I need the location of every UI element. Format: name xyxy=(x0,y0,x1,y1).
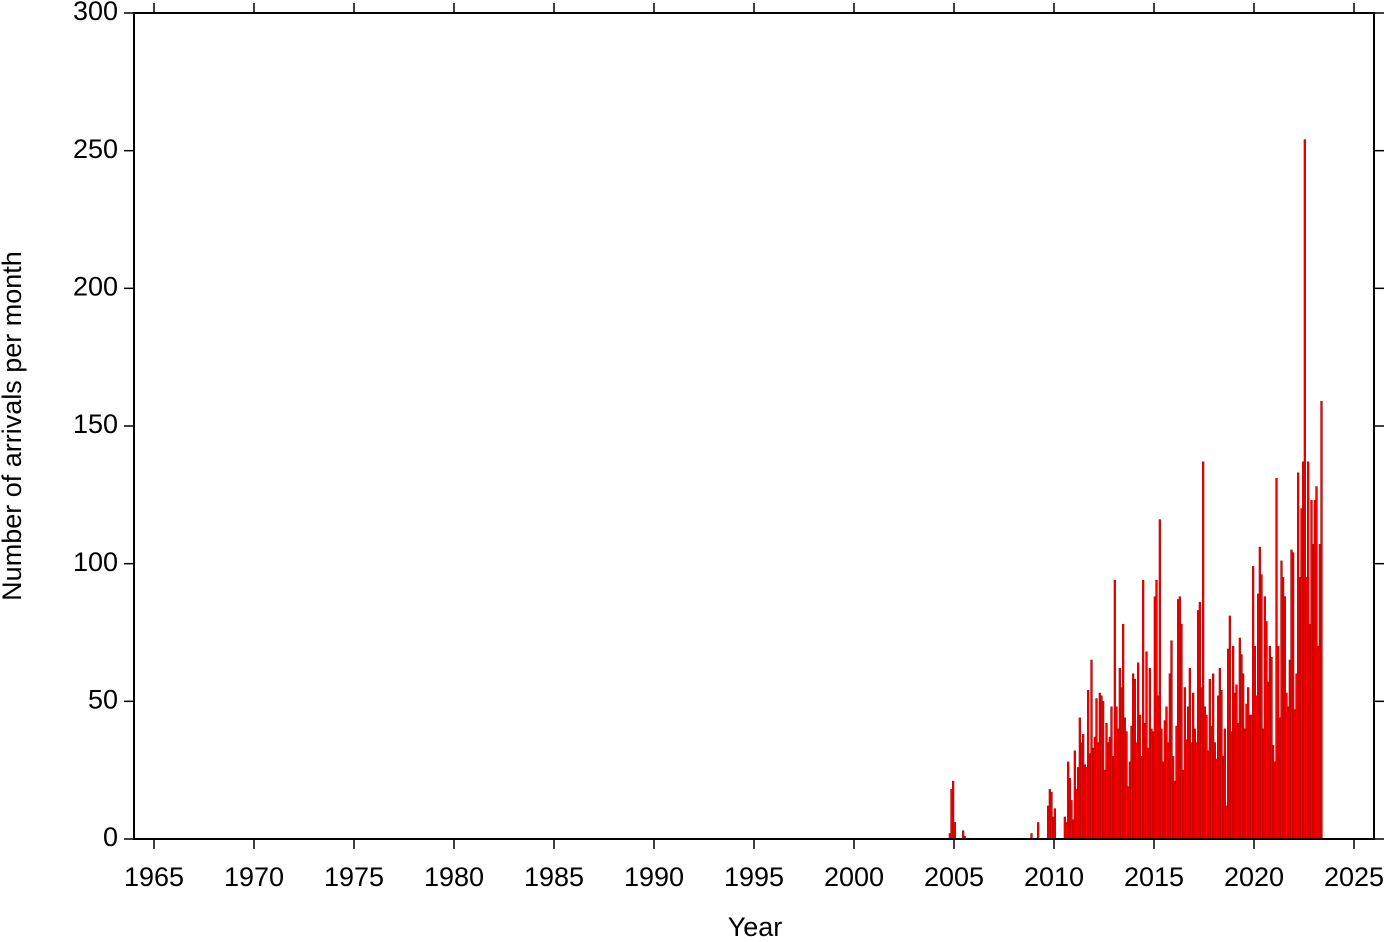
x-tick-label: 2025 xyxy=(1324,862,1384,892)
x-tick-label: 1985 xyxy=(524,862,584,892)
y-tick-label: 150 xyxy=(73,409,118,439)
y-tick-label: 300 xyxy=(73,0,118,26)
x-tick-label: 1975 xyxy=(324,862,384,892)
x-tick-label: 2000 xyxy=(824,862,884,892)
y-tick-label: 200 xyxy=(73,271,118,301)
x-tick-label: 2005 xyxy=(924,862,984,892)
x-tick-label: 1980 xyxy=(424,862,484,892)
x-tick-label: 1970 xyxy=(224,862,284,892)
x-tick-label: 1990 xyxy=(624,862,684,892)
x-axis-label: Year xyxy=(728,912,783,942)
x-tick-label: 2010 xyxy=(1024,862,1084,892)
y-tick-label: 50 xyxy=(88,684,118,714)
y-tick-label: 0 xyxy=(103,822,118,852)
x-tick-label: 1965 xyxy=(124,862,184,892)
x-tick-label: 2020 xyxy=(1224,862,1284,892)
y-tick-label: 250 xyxy=(73,134,118,164)
x-tick-label: 1995 xyxy=(724,862,784,892)
y-axis-label: Number of arrivals per month xyxy=(0,251,27,601)
bar xyxy=(1037,822,1040,840)
bar xyxy=(1320,400,1323,840)
x-tick-label: 2015 xyxy=(1124,862,1184,892)
bar xyxy=(1053,808,1056,840)
bar xyxy=(953,822,956,840)
y-tick-label: 100 xyxy=(73,547,118,577)
